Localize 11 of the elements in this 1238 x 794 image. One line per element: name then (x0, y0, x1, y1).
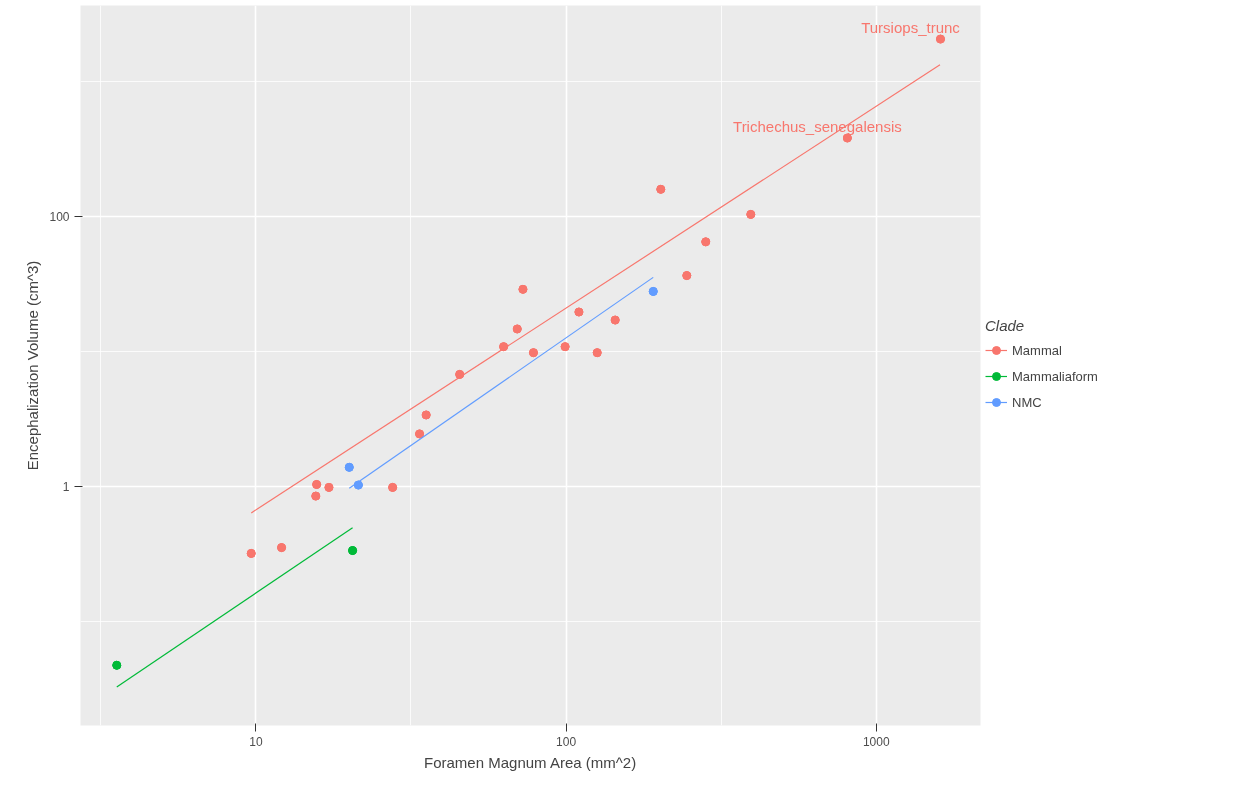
annotation: Tursiops_trunc (861, 18, 961, 36)
x-tick-label: 100 (556, 734, 577, 749)
legend-title: Clade (985, 317, 1026, 334)
x-tick-label: 10 (249, 734, 263, 749)
legend-label: Mammaliaform (1012, 367, 1098, 386)
legend-label: NMC (1012, 393, 1042, 412)
y-tick-label: 1 (62, 479, 70, 494)
legend-label: Mammal (1012, 341, 1062, 360)
x-tick-label: 1000 (862, 734, 890, 749)
y-axis-title: Encephalization Volume (cm^3) (24, 260, 42, 471)
x-axis-title: Foramen Magnum Area (mm^2) (424, 753, 637, 771)
